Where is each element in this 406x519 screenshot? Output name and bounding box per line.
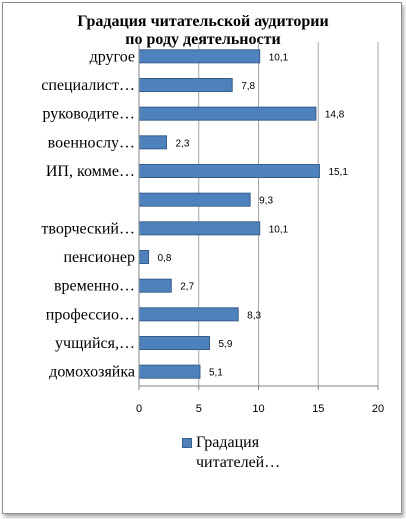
chart-title-line-2: по роду деятельности [125,31,281,48]
category-label: учщийся,… [55,335,135,352]
category-label: ИП, комме… [46,163,135,180]
data-label: 7,8 [241,81,255,92]
bar [138,250,150,264]
chart-title: Градация читательской аудитории по роду … [0,13,406,49]
bar [138,364,201,379]
data-label: 10,1 [269,224,289,235]
bar [138,106,317,121]
category-label: творческий… [41,220,135,237]
x-tick-label: 10 [252,403,264,415]
bar [138,49,261,64]
bar [138,192,251,207]
category-label: другое [90,48,135,65]
data-label: 8,3 [247,310,261,321]
category-label: пенсионер [63,249,135,266]
data-label: 10,1 [269,52,289,63]
bar [138,307,239,322]
x-tick-label: 20 [372,403,384,415]
legend-label-line-2: читателей… [196,454,281,471]
chart-title-line-1: Градация читательской аудитории [77,13,329,30]
data-label: 0,8 [158,253,172,264]
data-label: 5,1 [209,368,223,379]
category-label: профессио… [46,306,135,323]
data-label: 5,9 [219,339,233,350]
data-label: 2,3 [175,138,189,149]
data-label: 2,7 [180,282,194,293]
category-label: руководите… [42,106,135,123]
category-label: домохозяйка [49,364,135,381]
bar [138,278,172,293]
data-label: 14,8 [325,110,345,121]
bar [138,164,320,178]
category-label: временно… [54,278,135,295]
category-label: специалист… [41,77,135,94]
bar [138,221,261,236]
x-tick-label: 0 [136,403,142,415]
bar [138,78,233,92]
x-tick-label: 5 [196,403,202,415]
category-label: военнослу… [48,134,135,151]
data-label: 9,3 [259,196,273,207]
bar [138,336,211,350]
legend-label: Градация читателей… [196,433,376,473]
legend-label-line-1: Градация [196,434,260,451]
legend-swatch [182,438,192,448]
x-tick-label: 15 [312,403,324,415]
data-label: 15,1 [328,167,348,178]
bar [138,135,167,150]
